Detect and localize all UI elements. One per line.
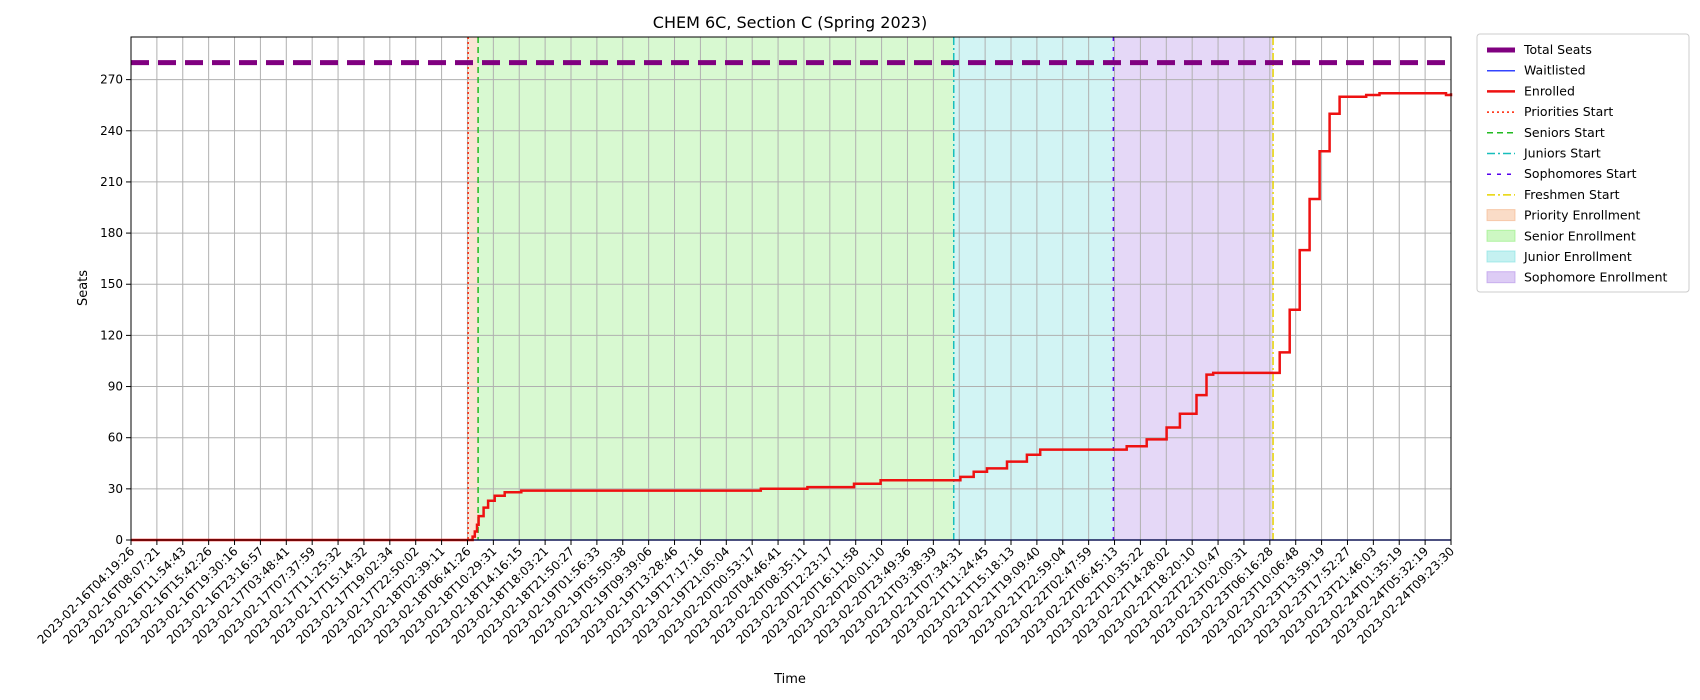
- plot-frame: [130, 36, 1452, 541]
- legend-label: Priorities Start: [1524, 104, 1613, 119]
- legend-swatch: [1486, 250, 1516, 263]
- y-tick-label: 270: [100, 73, 123, 87]
- legend-label: Sophomores Start: [1524, 166, 1637, 181]
- x-axis-label: Time: [773, 672, 806, 687]
- legend-swatch: [1486, 209, 1516, 222]
- y-tick-label: 150: [100, 277, 123, 291]
- grid-lines: [130, 37, 1452, 541]
- legend-label: Freshmen Start: [1524, 187, 1620, 202]
- legend-label: Juniors Start: [1523, 146, 1601, 161]
- phase-band: [1113, 37, 1274, 540]
- legend-box: [1476, 33, 1690, 293]
- x-axis-ticks: 2023-02-16T04:19:262023-02-16T08:07:2120…: [35, 540, 1457, 647]
- phase-band: [478, 37, 954, 540]
- phase-band: [953, 37, 1114, 540]
- legend-swatch: [1486, 229, 1516, 242]
- y-axis-label: Seats: [76, 270, 91, 306]
- legend-label: Junior Enrollment: [1523, 249, 1632, 264]
- legend-swatch: [1486, 271, 1516, 284]
- phase-bands: [468, 37, 1274, 540]
- y-tick-label: 30: [108, 482, 123, 496]
- phase-start-markers: [467, 37, 1274, 540]
- legend-label: Senior Enrollment: [1524, 228, 1636, 243]
- legend-label: Waitlisted: [1524, 63, 1586, 78]
- phase-band: [468, 37, 479, 540]
- legend-label: Total Seats: [1523, 42, 1592, 57]
- chart-title: CHEM 6C, Section C (Spring 2023): [653, 13, 927, 32]
- y-tick-label: 210: [100, 175, 123, 189]
- y-tick-label: 240: [100, 124, 123, 138]
- legend: Total Seats Waitlisted Enrolled Priorities …: [1476, 33, 1690, 293]
- y-axis-ticks: 0 30 60 90 120 150 180 210 240 270: [100, 73, 131, 547]
- y-tick-label: 0: [115, 533, 123, 547]
- legend-label: Enrolled: [1524, 83, 1575, 98]
- series-enrolled-line: [131, 92, 1453, 542]
- legend-label: Sophomore Enrollment: [1524, 270, 1668, 285]
- legend-label: Priority Enrollment: [1524, 208, 1641, 223]
- y-tick-label: 60: [108, 431, 123, 445]
- y-tick-label: 120: [100, 328, 123, 342]
- y-tick-label: 90: [108, 380, 123, 394]
- legend-label: Seniors Start: [1524, 125, 1605, 140]
- y-tick-label: 180: [100, 226, 123, 240]
